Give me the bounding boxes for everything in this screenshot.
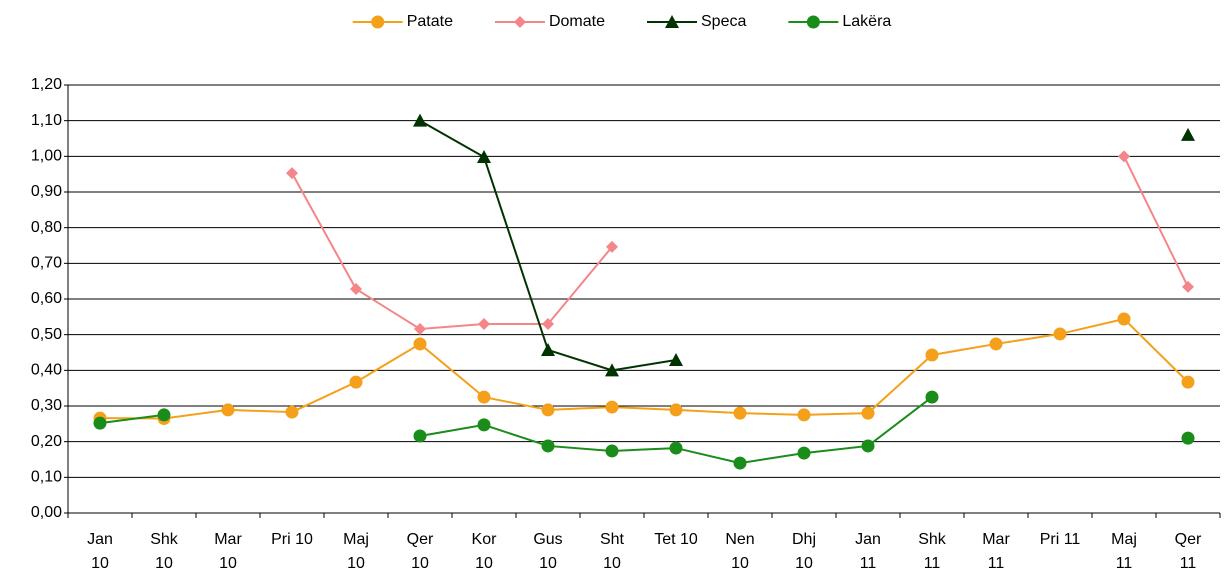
y-tick-label: 0,70 [31,255,62,272]
marker [797,408,811,422]
x-tick-label: Jan 11 [855,531,881,572]
x-tick-label: Qer 11 [1174,531,1202,572]
marker [605,400,619,414]
marker [477,150,491,164]
marker [93,416,107,430]
marker [413,429,427,443]
marker [733,406,747,420]
marker [1182,280,1194,293]
marker [513,16,526,28]
marker [371,15,385,29]
marker [286,167,298,180]
y-tick-label: 1,20 [31,76,62,93]
marker [285,405,299,419]
x-tick-label: Nen 10 [725,531,755,572]
y-tick-label: 0,90 [31,183,62,200]
marker [541,403,555,417]
legend-item: Lakëra [788,13,891,30]
y-tick-label: 0,30 [31,397,62,414]
legend-label: Patate [407,13,453,30]
marker [413,337,427,351]
marker [477,390,491,404]
x-tick-label: Shk 10 [150,531,178,572]
marker [157,408,171,422]
series-line [291,155,1189,330]
y-tick-label: 0,50 [31,326,62,343]
x-tick-label: Gus 10 [533,531,563,572]
y-tick-label: 1,10 [31,112,62,129]
legend-label: Domate [549,13,605,30]
marker [1117,312,1131,326]
marker [669,352,683,366]
legend-item: Domate [494,13,605,30]
marker [861,406,875,420]
marker [925,390,939,404]
x-tick-label: Jan 10 [87,531,113,572]
y-tick-label: 0,80 [31,219,62,236]
marker [541,343,555,357]
y-tick-label: 1,00 [31,148,62,165]
x-tick-label: Tet 10 [654,531,698,548]
marker [605,363,619,377]
marker [606,240,618,253]
legend-label: Lakëra [842,13,891,30]
marker [669,403,683,417]
marker [1181,431,1195,445]
series-line [99,317,1189,420]
x-tick-label: Mar 10 [214,531,242,572]
x-tick-label: Pri 10 [271,531,313,548]
marker [797,446,811,460]
marker [665,15,679,28]
x-tick-label: Dhj 10 [791,531,816,572]
marker [861,439,875,453]
x-tick-label: Maj 10 [343,531,369,572]
marker [989,337,1003,351]
marker [1118,150,1130,163]
x-tick-label: Mar 11 [982,531,1010,572]
x-tick-label: Shk 11 [918,531,946,572]
marker [414,322,426,335]
marker [733,456,747,470]
x-tick-label: Pri 11 [1039,531,1081,548]
marker [221,403,235,417]
y-tick-label: 0,00 [31,504,62,521]
marker [542,317,554,330]
y-tick-label: 0,10 [31,469,62,486]
marker [349,375,363,389]
y-tick-label: 0,40 [31,362,62,379]
marker [806,15,820,29]
x-tick-label: Sht 10 [599,531,624,572]
x-tick-label: Qer 10 [406,531,434,572]
marker [925,348,939,362]
marker [669,441,683,455]
marker [1181,375,1195,389]
x-tick-label: Kor 10 [471,531,497,572]
legend: Patate Domate Speca Lakëra [352,13,891,30]
marker [605,444,619,458]
y-tick-label: 0,60 [31,290,62,307]
marker [541,439,555,453]
marker [1053,327,1067,341]
marker [478,317,490,330]
x-tick-label: Maj 11 [1111,531,1137,572]
marker [477,418,491,432]
series-line [100,397,1188,463]
marker [413,113,427,127]
legend-label: Speca [701,13,746,30]
series-line [420,121,1188,371]
marker [350,283,362,296]
legend-item: Speca [647,13,746,30]
marker [1181,127,1195,141]
y-tick-label: 0,20 [31,433,62,450]
legend-item: Patate [352,13,453,30]
